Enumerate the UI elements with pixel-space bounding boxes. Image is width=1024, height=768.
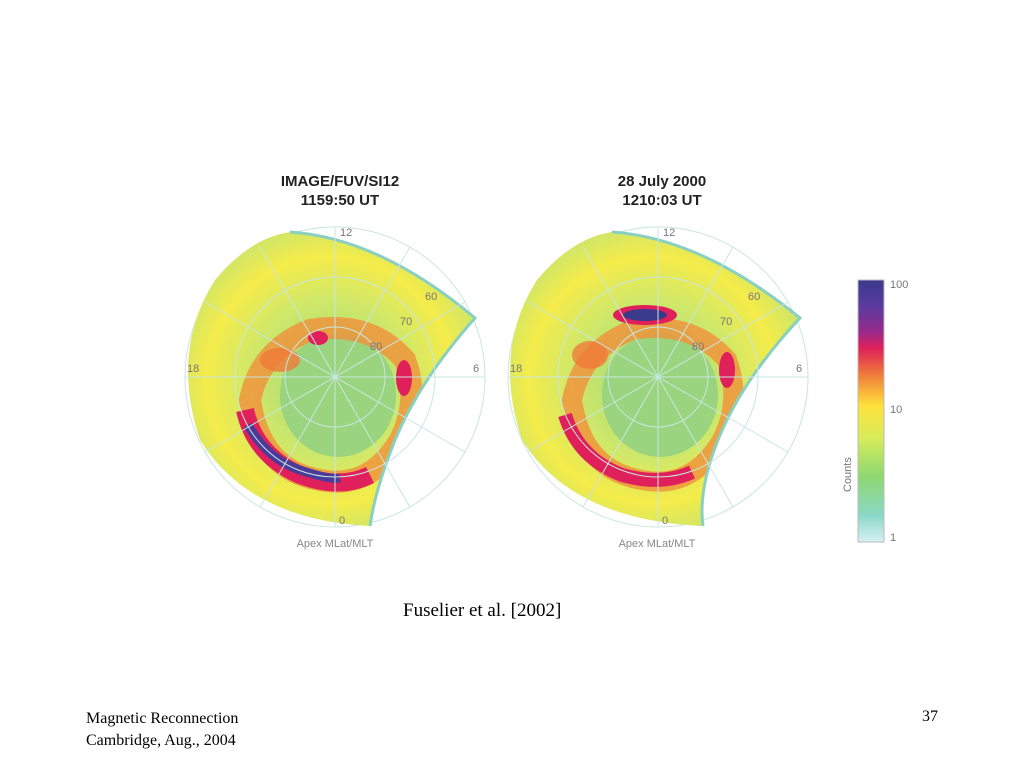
right-lat-80-label: 80 — [692, 341, 704, 353]
left-lat-70-label: 70 — [400, 316, 412, 328]
right-plot-coord-label: Apex MLat/MLT — [618, 538, 696, 550]
left-mlt-6-label: 6 — [473, 363, 479, 375]
figure-caption: Fuselier et al. [2002] — [403, 600, 562, 621]
right-mlt-0-label: 0 — [662, 515, 668, 527]
left-mlt-18-label: 18 — [187, 363, 199, 375]
left-lat-60-label: 60 — [425, 291, 437, 303]
left-polar-plot: 12 18 6 0 60 70 80 — [184, 226, 486, 528]
polar-plots-svg: 12 18 6 0 60 70 80 — [184, 226, 908, 544]
auroral-image-figure: IMAGE/FUV/SI12 1159:50 UT 28 July 2000 1… — [184, 172, 908, 550]
right-plot-title-line2: 1210:03 UT — [622, 192, 702, 209]
colorbar-tick-10: 10 — [890, 404, 902, 416]
left-mlt-0-label: 0 — [339, 515, 345, 527]
right-plot-title-line1: 28 July 2000 — [617, 173, 707, 190]
left-plot-title-line1: IMAGE/FUV/SI12 — [280, 173, 400, 190]
left-plot-title: IMAGE/FUV/SI12 1159:50 UT — [230, 172, 450, 210]
colorbar-label: Counts — [842, 457, 854, 492]
left-plot-coord-label: Apex MLat/MLT — [296, 538, 374, 550]
colorbar: 100 10 1 Counts — [842, 279, 908, 544]
right-plot-title: 28 July 2000 1210:03 UT — [552, 172, 772, 210]
colorbar-gradient — [857, 279, 885, 543]
right-mlt-18-label: 18 — [510, 363, 522, 375]
left-plot-title-line2: 1159:50 UT — [300, 192, 380, 209]
colorbar-tick-1: 1 — [890, 532, 896, 544]
right-polar-plot: 12 18 6 0 60 70 80 — [507, 226, 809, 528]
right-mlt-6-label: 6 — [796, 363, 802, 375]
colorbar-tick-100: 100 — [890, 279, 908, 291]
slide-footer: Magnetic Reconnection Cambridge, Aug., 2… — [86, 708, 238, 752]
left-mlt-12-label: 12 — [340, 227, 352, 239]
left-lat-80-label: 80 — [370, 341, 382, 353]
footer-line1: Magnetic Reconnection — [86, 710, 239, 727]
footer-line2: Cambridge, Aug., 2004 — [86, 732, 236, 749]
right-lat-70-label: 70 — [720, 316, 732, 328]
page-number: 37 — [922, 708, 938, 725]
right-mlt-12-label: 12 — [663, 227, 675, 239]
right-lat-60-label: 60 — [748, 291, 760, 303]
